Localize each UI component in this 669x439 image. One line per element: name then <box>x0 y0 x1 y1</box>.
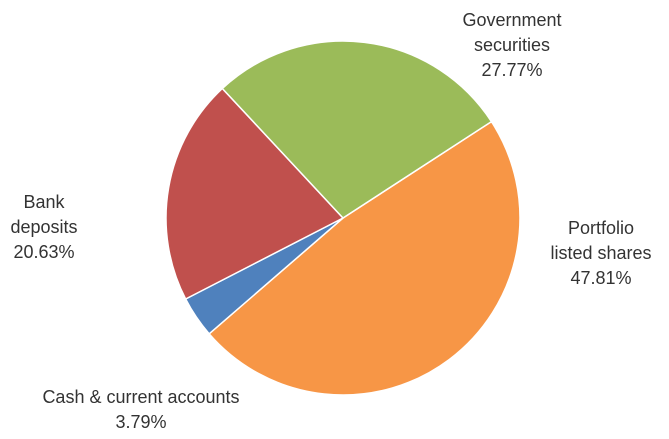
label-cash-current-accounts: Cash & current accounts 3.79% <box>42 387 240 432</box>
label-bank-deposits: Bank deposits 20.63% <box>10 192 78 262</box>
pie-slice-portfolio-listed-shares <box>208 120 521 396</box>
label-portfolio-listed-shares: Portfolio listed shares 47.81% <box>550 218 652 288</box>
pie-slice-bank-deposits <box>165 87 345 301</box>
label-government-securities: Government securities 27.77% <box>462 10 562 80</box>
pie-slice-government-securities <box>221 40 493 219</box>
